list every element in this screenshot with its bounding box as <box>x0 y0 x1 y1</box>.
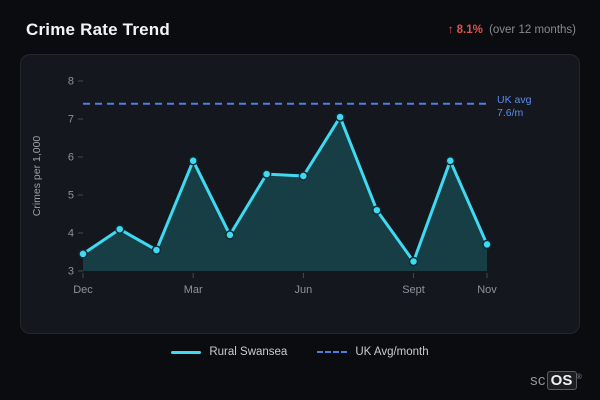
logo-box: OS <box>546 371 577 390</box>
legend-item-uk-avg[interactable]: UK Avg/month <box>317 346 429 358</box>
y-tick-label: 3 <box>68 266 74 278</box>
chart-legend: Rural Swansea UK Avg/month <box>0 346 600 358</box>
logo-prefix: sc <box>530 372 546 389</box>
data-point-sept[interactable] <box>408 256 419 267</box>
x-tick-label: Mar <box>184 284 203 296</box>
trend-value: 8.1% <box>456 24 483 36</box>
scos-logo: sc OS ® <box>530 371 582 390</box>
page-title: Crime Rate Trend <box>26 20 170 39</box>
trend-indicator: ↑ 8.1% (over 12 months) <box>448 24 576 36</box>
uk-avg-label: UK avg <box>497 94 532 106</box>
y-tick-label: 5 <box>68 190 74 202</box>
data-point-nov[interactable] <box>482 239 492 250</box>
y-tick-label: 4 <box>68 228 74 240</box>
data-point-oct[interactable] <box>445 156 456 166</box>
data-point-apr[interactable] <box>225 230 235 240</box>
x-tick-label: Dec <box>73 284 93 296</box>
legend-label: Rural Swansea <box>209 346 288 358</box>
legend-label: UK Avg/month <box>355 346 429 358</box>
data-point-dec[interactable] <box>78 249 88 259</box>
legend-swatch <box>171 350 202 354</box>
data-point-jul[interactable] <box>335 112 345 122</box>
y-tick-label: 8 <box>68 76 74 88</box>
data-point-may[interactable] <box>261 169 272 179</box>
data-point-feb[interactable] <box>151 245 162 255</box>
trend-arrow-icon: ↑ <box>447 24 454 36</box>
header: Crime Rate Trend ↑ 8.1% (over 12 months) <box>0 0 600 50</box>
y-tick-label: 7 <box>68 114 74 126</box>
y-tick-label: 6 <box>68 152 74 164</box>
x-tick-label: Sept <box>402 284 425 296</box>
legend-item-rural-swansea[interactable]: Rural Swansea <box>171 346 287 358</box>
y-axis-title: Crimes per 1,000 <box>31 136 43 217</box>
data-point-aug[interactable] <box>372 205 382 215</box>
x-tick-label: Nov <box>477 284 497 296</box>
x-tick-label: Jun <box>294 284 312 296</box>
data-point-jan[interactable] <box>114 224 125 234</box>
data-point-mar[interactable] <box>188 156 198 166</box>
series-area <box>83 117 487 271</box>
legend-swatch <box>317 351 348 353</box>
trend-caption: (over 12 months) <box>489 24 576 36</box>
logo-registered-mark: ® <box>576 374 582 381</box>
data-point-jun[interactable] <box>298 171 309 181</box>
trend-delta: ↑ 8.1% <box>448 24 483 36</box>
series-line <box>81 115 489 263</box>
chart-card: 3 4 5 6 7 8 Dec Mar Jun Sept Nov UK avg 7.6/m Crimes … <box>20 54 580 334</box>
uk-avg-label: 7.6/m <box>497 107 524 119</box>
